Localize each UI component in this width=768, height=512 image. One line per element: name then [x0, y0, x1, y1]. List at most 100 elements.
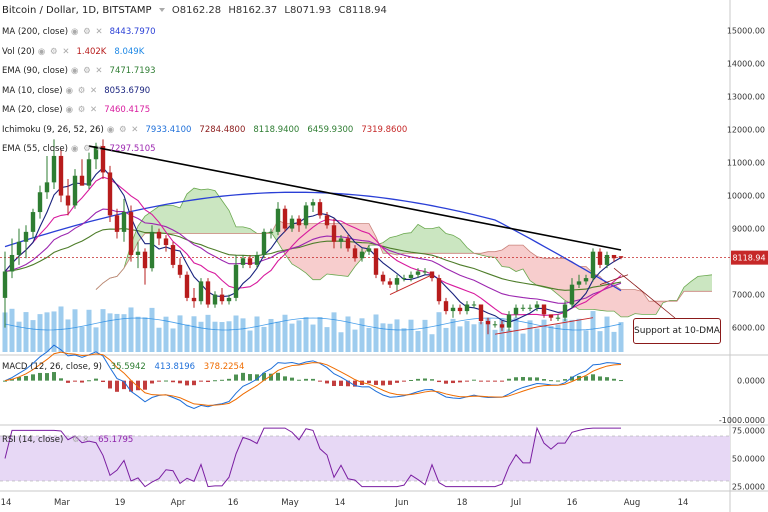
candle-body — [149, 231, 155, 269]
volume-bars — [2, 306, 624, 352]
macd-hist-bar — [528, 377, 532, 381]
candle — [9, 238, 15, 279]
macd-hist-bar — [94, 378, 98, 381]
volume-bar — [394, 319, 400, 352]
rsi-tick-label: 75.0000 — [732, 426, 765, 435]
macd-hist-bar — [500, 380, 504, 382]
candle — [506, 311, 512, 331]
candle — [485, 317, 491, 335]
volume-bar — [128, 307, 134, 352]
macd-hist-bar — [416, 378, 420, 381]
macd-hist-bar — [220, 379, 224, 381]
cloud-segment — [516, 245, 523, 272]
rsi-legend: RSI (14, close) ⚙ ✕ 65.1795 — [2, 435, 133, 445]
date-tick-label: 18 — [457, 498, 468, 508]
cloud-segment — [607, 284, 614, 312]
candle-body — [359, 251, 365, 259]
resistance-trendline — [88, 145, 622, 251]
candle — [366, 245, 372, 255]
volume-bar — [303, 317, 309, 352]
cloud-segment — [439, 226, 446, 254]
candle — [373, 248, 379, 279]
volume-bar — [275, 321, 281, 352]
macd-hist-bar — [17, 376, 21, 381]
date-tick-label: 14 — [678, 498, 689, 508]
candle-body — [275, 208, 281, 232]
candle — [394, 274, 400, 292]
price-tick-label: 10000.00 — [727, 192, 765, 201]
cloud-segment — [201, 188, 208, 234]
candle-body — [191, 297, 197, 302]
candlestick-series — [2, 139, 624, 335]
volume-bar — [9, 308, 15, 352]
volume-bar — [289, 323, 295, 352]
volume-bar — [310, 324, 316, 352]
ma10-line — [4, 167, 622, 323]
candle — [562, 301, 568, 321]
rsi-settings-icon[interactable]: ⚙ ✕ — [71, 435, 90, 445]
cloud-segment — [397, 233, 404, 255]
volume-bar — [471, 324, 477, 352]
macd-hist-bar — [87, 380, 91, 382]
candle — [191, 287, 197, 308]
candle-body — [555, 317, 561, 319]
rsi-value: 65.1795 — [98, 435, 134, 445]
macd-hist-bar — [605, 377, 609, 381]
candle-body — [478, 304, 484, 321]
candle-body — [380, 274, 386, 282]
volume-bar — [233, 315, 239, 352]
macd-hist-bar — [507, 378, 511, 381]
candle — [492, 320, 498, 328]
ema90-line — [4, 227, 622, 291]
candle-body — [604, 254, 610, 265]
candle-body — [254, 254, 260, 265]
candle-body — [492, 324, 498, 326]
macd-hist-bar — [486, 380, 490, 382]
candle — [401, 274, 407, 282]
cloud-segment — [194, 188, 201, 234]
candle-body — [464, 304, 470, 312]
cloud-segment — [222, 200, 229, 234]
macd-tick-label: 0.0000 — [737, 377, 765, 386]
macd-line — [4, 344, 622, 410]
cloud-segment — [705, 274, 712, 292]
candle-body — [247, 258, 253, 265]
macd-hist-bar — [171, 380, 175, 383]
cloud-segment — [152, 206, 159, 234]
cloud-segment — [614, 284, 621, 317]
rsi-legend-name: RSI (14, close) — [2, 435, 64, 445]
rsi-line — [4, 426, 621, 488]
cloud-segment — [285, 223, 292, 265]
cloud-segment — [418, 224, 425, 254]
volume-bar — [296, 320, 302, 352]
volume-bar — [198, 321, 204, 352]
candle-body — [135, 251, 141, 255]
cloud-segment — [159, 205, 166, 234]
candle-body — [310, 202, 316, 206]
cloud-segment — [684, 281, 691, 292]
volume-bar — [597, 331, 603, 352]
support-line-july — [494, 317, 594, 335]
date-tick-label: 16 — [567, 498, 578, 508]
macd-hist-bar — [227, 378, 231, 381]
cloud-segment — [446, 233, 453, 254]
price-tick-label: 13000.00 — [727, 93, 765, 102]
macd-hist-bar — [465, 380, 469, 382]
candle — [282, 205, 288, 232]
candle-body — [415, 271, 421, 275]
macd-hist-bar — [234, 374, 238, 381]
candle — [436, 274, 442, 305]
macd-hist-bar — [178, 380, 182, 384]
macd-signal-line — [4, 351, 622, 406]
macd-hist-bar — [612, 378, 616, 381]
candle — [268, 228, 274, 239]
volume-bar — [16, 321, 22, 352]
price-tick-label: 7000.00 — [732, 291, 765, 300]
candle-body — [226, 297, 232, 302]
candle-body — [289, 218, 295, 229]
volume-bar — [590, 311, 596, 352]
volume-bar — [345, 316, 351, 352]
macd-hist-bar — [318, 380, 322, 382]
candle-body — [590, 251, 596, 279]
